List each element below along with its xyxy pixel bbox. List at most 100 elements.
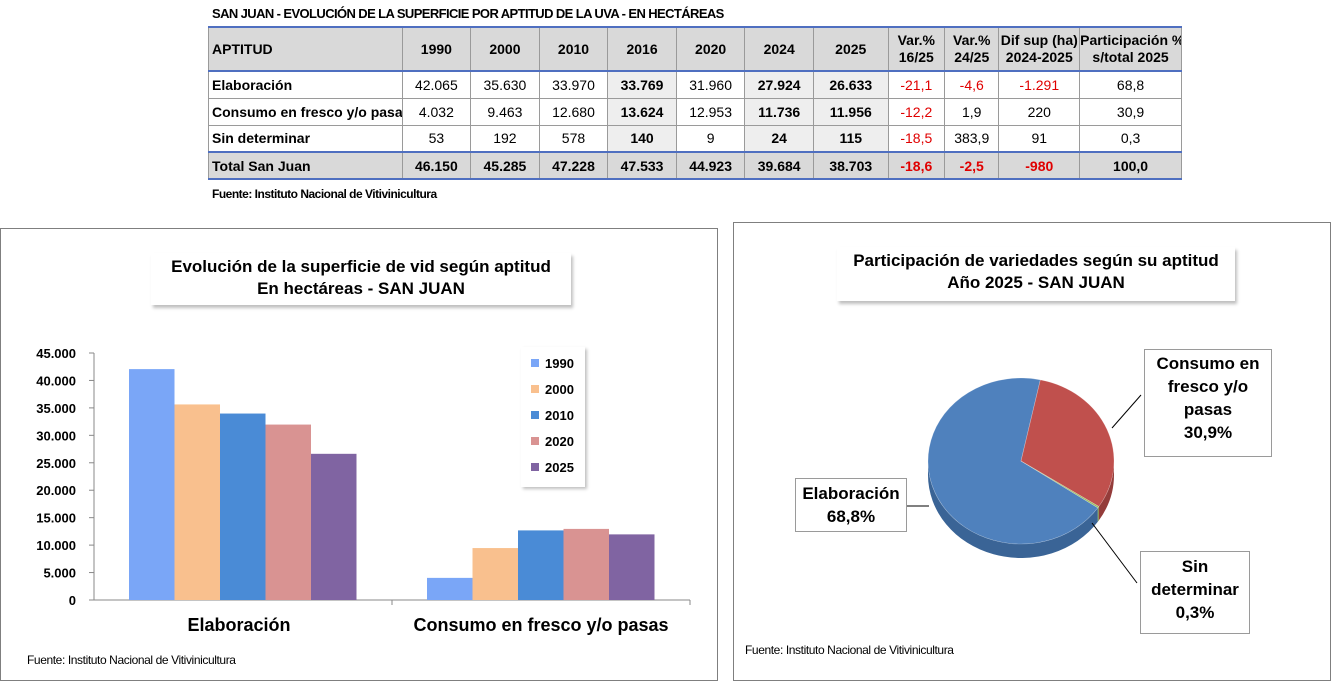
row-label: Elaboración <box>208 70 403 99</box>
y-tick-label: 45.000 <box>36 346 76 361</box>
leader-line-sin-determinar <box>1091 522 1138 584</box>
table-cell: 30,9 <box>1079 97 1182 126</box>
table-cell: 140 <box>607 124 677 153</box>
table-cell: 11.736 <box>744 97 814 126</box>
bar-2010-consumo <box>518 530 564 600</box>
header-2010: 2010 <box>538 26 609 72</box>
table-cell: 115 <box>812 124 889 153</box>
header-aptitud: APTITUD <box>208 26 403 72</box>
bar-chart-title: Evolución de la superficie de vid según … <box>151 253 571 305</box>
table-source: Fuente: Instituto Nacional de Vitivinicu… <box>212 187 437 201</box>
total-label: Total San Juan <box>208 151 403 180</box>
row-label: Consumo en fresco y/o pasas <box>208 97 403 126</box>
pie-label-elaboracion: Elaboración 68,8% <box>795 478 907 532</box>
table-row: Elaboración 42.065 35.630 33.970 33.769 … <box>208 70 1182 99</box>
legend-swatch <box>531 463 539 471</box>
pie-chart-panel: Participación de variedades según su apt… <box>733 222 1331 681</box>
table-cell: 4.032 <box>401 97 472 126</box>
y-tick-label: 15.000 <box>36 511 76 526</box>
y-tick-label: 0 <box>69 593 76 608</box>
row-label: Sin determinar <box>208 124 403 153</box>
legend-swatch <box>531 411 539 419</box>
table-cell: 383,9 <box>944 124 1000 153</box>
table-cell: -18,5 <box>887 124 946 153</box>
table-cell: 47.533 <box>607 151 677 180</box>
table-cell: 0,3 <box>1079 124 1182 153</box>
table-cell: 12.680 <box>538 97 609 126</box>
table-cell: 578 <box>538 124 609 153</box>
header-2020: 2020 <box>675 26 746 72</box>
bar-chart: 0 5.000 10.000 15.000 20.000 25.000 30.000 35.0… <box>36 346 691 635</box>
table-cell: 9 <box>675 124 746 153</box>
pie-label-consumo: Consumo en fresco y/o pasas 30,9% <box>1144 349 1272 457</box>
pie-chart <box>907 377 1142 584</box>
header-2025: 2025 <box>812 26 889 72</box>
pie-slice-elaboracion <box>927 377 1099 545</box>
table-cell: 42.065 <box>401 70 472 99</box>
bar-chart-source: Fuente: Instituto Nacional de Vitivinicu… <box>27 653 236 667</box>
table-cell: -2,5 <box>944 151 1000 180</box>
legend-label: 2020 <box>545 434 574 449</box>
table-cell: 33.970 <box>538 70 609 99</box>
table-cell: 12.953 <box>675 97 746 126</box>
table-row: Consumo en fresco y/o pasas 4.032 9.463 … <box>208 97 1182 126</box>
header-1990: 1990 <box>401 26 472 72</box>
leader-line-consumo <box>1111 394 1142 429</box>
bar-2010-elaboracion <box>220 413 266 600</box>
y-tick-label: 35.000 <box>36 401 76 416</box>
surface-table: APTITUD 1990 2000 2010 2016 2020 2024 20… <box>208 26 1182 180</box>
bar-2025-elaboracion <box>311 453 357 600</box>
pie-slice-consumo-side <box>1098 461 1114 521</box>
pie-chart-title: Participación de variedades según su apt… <box>837 247 1235 301</box>
bar-chart-legend-items: 1990 2000 2010 2020 2025 <box>531 356 574 475</box>
table-cell: 38.703 <box>812 151 889 180</box>
pie-chart-source: Fuente: Instituto Nacional de Vitivinicu… <box>745 643 954 657</box>
bar-1990-elaboracion <box>129 369 175 600</box>
legend-label: 2010 <box>545 408 574 423</box>
table-cell: 68,8 <box>1079 70 1182 99</box>
table-cell: -1.291 <box>998 70 1081 99</box>
table-row: Sin determinar 53 192 578 140 9 24 115 -… <box>208 124 1182 153</box>
table-cell: 100,0 <box>1079 151 1182 180</box>
table-title: SAN JUAN - EVOLUCIÓN DE LA SUPERFICIE PO… <box>212 6 724 21</box>
table-cell: 27.924 <box>744 70 814 99</box>
table-cell: -980 <box>998 151 1081 180</box>
legend-label: 2000 <box>545 382 574 397</box>
pie-slice-sin-determinar <box>1020 460 1100 509</box>
legend-label: 1990 <box>545 356 574 371</box>
header-2016: 2016 <box>607 26 677 72</box>
y-tick-label: 10.000 <box>36 538 76 553</box>
legend-swatch <box>531 437 539 445</box>
x-category-label: Elaboración <box>187 615 290 635</box>
table-cell: -18,6 <box>887 151 946 180</box>
table-cell: -21,1 <box>887 70 946 99</box>
table-cell: 33.769 <box>607 70 677 99</box>
header-var-16-25: Var.% 16/25 <box>887 26 946 72</box>
header-participacion: Participación % s/total 2025 <box>1079 26 1182 72</box>
y-tick-label: 5.000 <box>43 566 76 581</box>
header-2024: 2024 <box>744 26 814 72</box>
table-cell: 35.630 <box>470 70 540 99</box>
y-tick-label: 25.000 <box>36 456 76 471</box>
bar-2020-consumo <box>563 528 609 600</box>
table-cell: 24 <box>744 124 814 153</box>
header-var-24-25: Var.% 24/25 <box>944 26 1000 72</box>
bar-2025-consumo <box>609 534 655 600</box>
table-cell: 44.923 <box>675 151 746 180</box>
table-cell: 13.624 <box>607 97 677 126</box>
table-cell: 220 <box>998 97 1081 126</box>
x-category-label: Consumo en fresco y/o pasas <box>413 615 668 635</box>
table-cell: -4,6 <box>944 70 1000 99</box>
table-cell: 31.960 <box>675 70 746 99</box>
table-cell: 46.150 <box>401 151 472 180</box>
y-tick-label: 20.000 <box>36 483 76 498</box>
header-dif-sup: Dif sup (ha) 2024-2025 <box>998 26 1081 72</box>
pie-label-sin-determinar: Sin determinar 0,3% <box>1140 551 1250 634</box>
table-cell: 9.463 <box>470 97 540 126</box>
table-cell: 26.633 <box>812 70 889 99</box>
table-cell: 91 <box>998 124 1081 153</box>
bar-2020-elaboracion <box>265 424 311 600</box>
bar-2000-consumo <box>472 548 518 600</box>
header-2000: 2000 <box>470 26 540 72</box>
bar-2000-elaboracion <box>174 404 220 600</box>
